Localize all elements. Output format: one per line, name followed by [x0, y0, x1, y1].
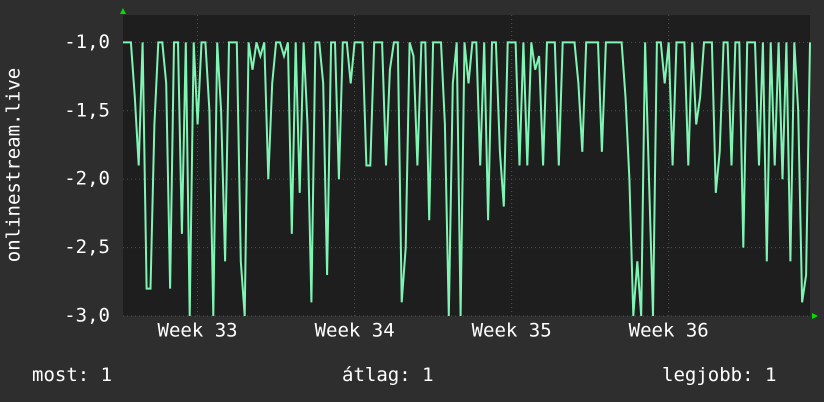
y-axis-label: onlinestream.live — [3, 68, 25, 262]
data-line — [123, 41, 811, 317]
legend-stat: átlag: 1 — [342, 364, 434, 386]
y-tick-label: -1,5 — [64, 99, 110, 121]
x-tick-label: Week 36 — [629, 320, 709, 342]
stat-label: átlag: — [342, 364, 411, 386]
y-tick-label: -1,0 — [64, 31, 110, 53]
stat-label: legjobb: — [662, 364, 754, 386]
stat-value: 1 — [422, 364, 433, 386]
y-tick-label: -3,0 — [64, 305, 110, 327]
x-tick-label: Week 35 — [472, 320, 552, 342]
stat-label: most: — [32, 364, 89, 386]
legend-stat: most: 1 — [32, 364, 112, 386]
x-tick-label: Week 33 — [158, 320, 238, 342]
stat-value: 1 — [765, 364, 776, 386]
stat-value: 1 — [101, 364, 112, 386]
legend-stat: legjobb: 1 — [662, 364, 776, 386]
y-tick-label: -2,5 — [64, 236, 110, 258]
axis-arrow — [812, 313, 818, 319]
x-tick-label: Week 34 — [315, 320, 395, 342]
y-tick-label: -2,0 — [64, 168, 110, 190]
axis-arrow — [120, 8, 126, 14]
